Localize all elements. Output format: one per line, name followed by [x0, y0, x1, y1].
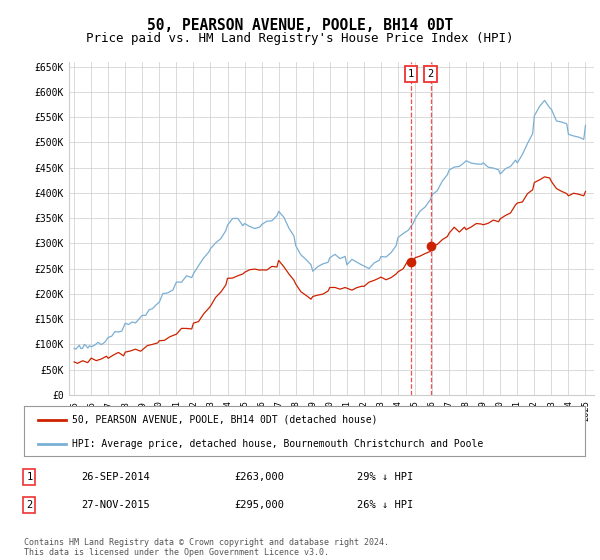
- Text: 50, PEARSON AVENUE, POOLE, BH14 0DT: 50, PEARSON AVENUE, POOLE, BH14 0DT: [147, 18, 453, 33]
- Text: 2: 2: [427, 69, 434, 79]
- Text: 1: 1: [26, 472, 32, 482]
- Text: 50, PEARSON AVENUE, POOLE, BH14 0DT (detached house): 50, PEARSON AVENUE, POOLE, BH14 0DT (det…: [71, 414, 377, 424]
- Text: 1: 1: [407, 69, 414, 79]
- Text: 29% ↓ HPI: 29% ↓ HPI: [357, 472, 413, 482]
- Text: 26-SEP-2014: 26-SEP-2014: [81, 472, 150, 482]
- Text: £295,000: £295,000: [234, 500, 284, 510]
- Text: £263,000: £263,000: [234, 472, 284, 482]
- Text: Price paid vs. HM Land Registry's House Price Index (HPI): Price paid vs. HM Land Registry's House …: [86, 32, 514, 45]
- Text: Contains HM Land Registry data © Crown copyright and database right 2024.
This d: Contains HM Land Registry data © Crown c…: [24, 538, 389, 557]
- Text: 26% ↓ HPI: 26% ↓ HPI: [357, 500, 413, 510]
- Text: 2: 2: [26, 500, 32, 510]
- Text: HPI: Average price, detached house, Bournemouth Christchurch and Poole: HPI: Average price, detached house, Bour…: [71, 439, 483, 449]
- Text: 27-NOV-2015: 27-NOV-2015: [81, 500, 150, 510]
